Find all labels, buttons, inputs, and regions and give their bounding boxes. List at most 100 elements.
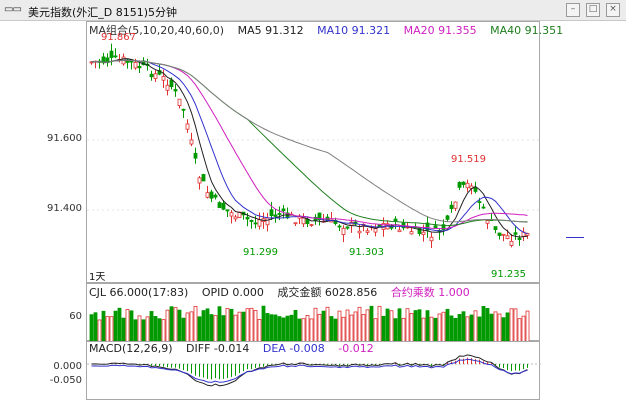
period-label: 1天	[89, 272, 106, 283]
candle-body	[249, 220, 254, 222]
volume-bar	[489, 313, 494, 342]
volume-bar	[425, 310, 430, 342]
low-annotation: 91.303	[349, 247, 384, 258]
volume-bar	[329, 316, 334, 342]
volume-bar	[297, 318, 302, 342]
ma5-value: MA5 91.312	[237, 24, 304, 37]
volume-bar	[209, 314, 214, 342]
volume-bar	[469, 314, 474, 342]
volume-bar	[441, 311, 446, 342]
candle-body	[457, 182, 462, 188]
candle-body	[341, 227, 346, 235]
volume-bar	[321, 310, 326, 342]
candle-body	[497, 232, 502, 236]
volume-bar	[365, 309, 370, 342]
volume-bar	[213, 315, 218, 342]
volume-bar	[413, 310, 418, 342]
candle-body	[281, 208, 286, 212]
high-annotation: 91.867	[101, 32, 136, 43]
volume-bar	[385, 308, 390, 342]
candle-body	[345, 226, 350, 229]
volume-bar	[445, 308, 450, 342]
candle-body	[201, 174, 206, 182]
volume-bar	[257, 318, 262, 342]
volume-bar	[117, 307, 122, 342]
volume-bar	[157, 318, 162, 342]
volume-panel[interactable]: CJL 66.000(17:83) OPID 0.000 成交金额 6028.8…	[86, 283, 540, 342]
volume-bar	[313, 307, 318, 342]
volume-bar	[501, 317, 506, 342]
candle-body	[473, 187, 478, 192]
volume-bar	[241, 311, 246, 342]
volume-bar	[285, 315, 290, 342]
candle-body	[461, 181, 466, 185]
volume-bar	[505, 312, 510, 342]
volume-bar	[277, 316, 282, 342]
candle-body	[109, 50, 114, 58]
volume-bar	[473, 310, 478, 342]
volume-bar	[417, 309, 422, 342]
volume-bar	[281, 317, 286, 342]
ma60-line	[91, 59, 528, 223]
title-bar: ▭▭ 美元指数(外汇_D 8151)5分钟 – □ ×	[0, 0, 626, 21]
macd-chart	[87, 354, 541, 387]
volume-bar	[89, 314, 94, 342]
volume-bar	[377, 305, 382, 342]
volume-bar	[93, 312, 98, 342]
volume-bar	[185, 312, 190, 342]
volume-bar	[389, 310, 394, 342]
volume-bar	[289, 314, 294, 342]
maximize-button[interactable]: □	[586, 3, 600, 17]
candle-body	[501, 233, 506, 236]
ma20-value: MA20 91.355	[403, 24, 477, 37]
candle-body	[113, 55, 118, 58]
candle-body	[189, 139, 194, 145]
price-chart	[87, 43, 541, 249]
price-panel[interactable]: MA组合(5,10,20,40,60,0) MA5 91.312 MA10 91…	[86, 21, 563, 283]
ma-group-label: MA组合(5,10,20,40,60,0)	[89, 24, 225, 37]
volume-bar	[521, 315, 526, 342]
candle-body	[173, 89, 178, 92]
volume-bar	[177, 309, 182, 342]
volume-bar	[109, 316, 114, 342]
volume-bar	[97, 319, 102, 342]
volume-bar	[305, 315, 310, 342]
minimize-button[interactable]: –	[566, 3, 580, 17]
close-button[interactable]: ×	[606, 3, 620, 17]
volume-bar	[429, 316, 434, 342]
volume-bar	[141, 319, 146, 342]
candle-body	[273, 214, 278, 217]
candle-body	[89, 61, 94, 64]
candle-body	[161, 76, 166, 81]
volume-bar	[421, 317, 426, 342]
volume-bar	[169, 306, 174, 342]
volume-bar	[393, 318, 398, 342]
candle-body	[245, 216, 250, 220]
candle-body	[197, 177, 202, 184]
volume-bar	[145, 316, 150, 342]
low-annotation: 91.299	[243, 247, 278, 258]
volume-bar	[509, 308, 514, 342]
volume-bar	[525, 310, 530, 342]
volume-bar	[481, 305, 486, 342]
volume-bar	[517, 318, 522, 342]
candle-body	[477, 201, 482, 203]
volume-bar	[373, 318, 378, 342]
volume-bar	[357, 306, 362, 342]
candle-body	[397, 229, 402, 233]
volume-header: CJL 66.000(17:83) OPID 0.000 成交金额 6028.8…	[89, 284, 480, 300]
candle-body	[449, 204, 454, 209]
volume-bar	[465, 316, 470, 342]
volume-bar	[461, 311, 466, 342]
candle-body	[181, 108, 186, 111]
volume-bar	[317, 313, 322, 342]
diff-line	[91, 354, 528, 387]
macd-header: MACD(12,26,9) DIFF -0.014 DEA -0.008 -0.…	[89, 342, 384, 355]
window-title: 美元指数(外汇_D 8151)5分钟	[28, 6, 178, 19]
candle-body	[505, 235, 510, 239]
candle-body	[277, 213, 282, 215]
opid-value: OPID 0.000	[201, 286, 264, 299]
candle-body	[441, 224, 446, 231]
candle-body	[233, 216, 238, 220]
macd-panel[interactable]: MACD(12,26,9) DIFF -0.014 DEA -0.008 -0.…	[86, 341, 541, 400]
